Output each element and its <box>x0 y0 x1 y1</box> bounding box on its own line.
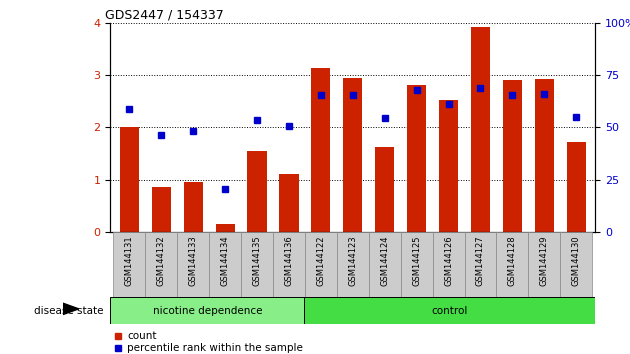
Bar <box>464 232 496 297</box>
Text: GSM144127: GSM144127 <box>476 235 485 286</box>
Bar <box>152 188 171 232</box>
Bar <box>407 85 427 232</box>
Text: percentile rank within the sample: percentile rank within the sample <box>127 343 303 353</box>
Text: nicotine dependence: nicotine dependence <box>152 306 262 316</box>
Text: GSM144125: GSM144125 <box>412 235 421 286</box>
Text: GSM144131: GSM144131 <box>125 235 134 286</box>
Bar <box>110 297 304 324</box>
Text: GSM144134: GSM144134 <box>220 235 230 286</box>
Text: GDS2447 / 154337: GDS2447 / 154337 <box>105 9 224 22</box>
Bar <box>433 232 464 297</box>
Bar <box>439 100 458 232</box>
Text: GSM144130: GSM144130 <box>571 235 581 286</box>
Bar <box>305 232 337 297</box>
Bar <box>560 232 592 297</box>
Bar <box>343 78 362 232</box>
Bar <box>311 68 331 232</box>
Bar <box>279 175 299 232</box>
Bar <box>471 27 490 232</box>
Text: GSM144133: GSM144133 <box>189 235 198 286</box>
Bar <box>113 232 146 297</box>
Bar <box>529 232 560 297</box>
Bar <box>209 232 241 297</box>
Text: GSM144126: GSM144126 <box>444 235 453 286</box>
Text: GSM144128: GSM144128 <box>508 235 517 286</box>
Bar <box>241 232 273 297</box>
Bar <box>215 224 235 232</box>
Text: GSM144135: GSM144135 <box>253 235 261 286</box>
Text: control: control <box>432 306 468 316</box>
Bar <box>304 297 595 324</box>
Bar <box>401 232 433 297</box>
Bar <box>337 232 369 297</box>
Bar <box>496 232 529 297</box>
Bar <box>177 232 209 297</box>
Text: GSM144132: GSM144132 <box>157 235 166 286</box>
Bar <box>503 80 522 232</box>
Bar <box>535 79 554 232</box>
Bar <box>120 127 139 232</box>
Bar <box>273 232 305 297</box>
Polygon shape <box>63 303 79 315</box>
Text: GSM144122: GSM144122 <box>316 235 325 286</box>
Text: GSM144129: GSM144129 <box>540 235 549 286</box>
Bar <box>248 151 266 232</box>
Text: GSM144124: GSM144124 <box>381 235 389 286</box>
Bar <box>375 147 394 232</box>
Bar <box>146 232 177 297</box>
Text: disease state: disease state <box>35 306 104 316</box>
Text: count: count <box>127 331 157 341</box>
Bar <box>184 182 203 232</box>
Text: GSM144136: GSM144136 <box>285 235 294 286</box>
Bar <box>566 142 586 232</box>
Bar <box>369 232 401 297</box>
Text: GSM144123: GSM144123 <box>348 235 357 286</box>
